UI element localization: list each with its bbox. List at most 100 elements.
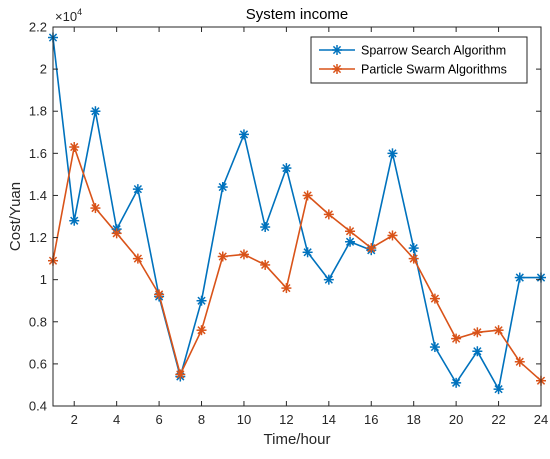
- data-point: [238, 129, 249, 140]
- data-point-stroke: [515, 273, 524, 282]
- y-tick-label: 1.6: [29, 146, 47, 161]
- x-tick-label: 18: [406, 412, 420, 427]
- data-point: [472, 346, 483, 357]
- y-tick-label: 0.4: [29, 399, 47, 414]
- data-point: [260, 222, 271, 233]
- x-tick-label: 24: [534, 412, 548, 427]
- y-axis-label: Cost/Yuan: [7, 182, 24, 251]
- data-point-stroke: [409, 243, 418, 253]
- y-tick-label: 1: [40, 272, 47, 287]
- data-point-stroke: [367, 243, 376, 253]
- data-point-stroke: [133, 184, 142, 194]
- series-layer: [48, 32, 546, 395]
- data-point-stroke: [70, 216, 79, 225]
- plot-border: [52, 26, 542, 407]
- data-point-stroke: [345, 227, 355, 236]
- x-tick-label: 12: [279, 412, 293, 427]
- y-exponent-label: ×104: [55, 7, 82, 24]
- data-point: [387, 148, 398, 159]
- y-tick-label: 1.8: [29, 104, 47, 119]
- series-markers: [48, 32, 546, 395]
- x-tick-label: 2: [71, 412, 78, 427]
- data-point: [493, 384, 504, 395]
- data-point: [90, 106, 101, 117]
- data-point: [260, 259, 271, 270]
- data-point-stroke: [70, 142, 79, 152]
- data-point-stroke: [452, 334, 461, 343]
- x-tick-label: 6: [155, 412, 162, 427]
- x-tick-label: 10: [237, 412, 251, 427]
- data-point-stroke: [112, 229, 121, 238]
- data-point-stroke: [473, 347, 482, 356]
- data-point-stroke: [197, 296, 206, 305]
- data-point-stroke: [388, 149, 397, 158]
- data-point: [154, 289, 165, 300]
- data-point-stroke: [154, 290, 164, 299]
- data-point: [408, 253, 419, 264]
- data-point-stroke: [239, 250, 249, 259]
- data-point: [323, 209, 334, 220]
- data-point: [238, 249, 249, 260]
- series-markers: [48, 142, 546, 386]
- data-point: [345, 226, 356, 237]
- data-point-stroke: [332, 64, 342, 74]
- data-point-stroke: [261, 222, 270, 232]
- data-point-stroke: [452, 378, 461, 387]
- data-point-stroke: [303, 191, 312, 200]
- data-point-stroke: [430, 342, 440, 352]
- data-point: [472, 327, 483, 338]
- data-point-stroke: [282, 163, 291, 173]
- x-tick-label: 22: [491, 412, 505, 427]
- chart-title: System income: [246, 6, 349, 23]
- x-tick-label: 8: [198, 412, 205, 427]
- data-point: [217, 251, 228, 262]
- x-tick-label: 20: [449, 412, 463, 427]
- x-tick-label: 4: [113, 412, 120, 427]
- data-point: [196, 325, 207, 336]
- data-point: [175, 369, 186, 380]
- data-point: [408, 243, 419, 254]
- data-point-stroke: [91, 107, 100, 116]
- data-point: [217, 182, 228, 193]
- data-point: [323, 274, 334, 285]
- data-point: [332, 45, 342, 55]
- legend-label: Sparrow Search Algorithm: [361, 44, 506, 58]
- data-point: [451, 333, 462, 344]
- y-tick-label: 2.2: [29, 20, 47, 35]
- x-tick-label: 16: [364, 412, 378, 427]
- data-point-stroke: [409, 254, 418, 263]
- ticks-layer: 2 4 6 8 10 12 14 16 18 20 22 240.40.60.811.21.41.61…: [29, 20, 548, 428]
- y-tick-label: 1.2: [29, 230, 47, 245]
- data-point-stroke: [430, 294, 440, 303]
- data-point-stroke: [282, 283, 291, 293]
- legend-entry: Sparrow Search Algorithm: [319, 44, 506, 58]
- data-point-stroke: [303, 248, 312, 257]
- data-point: [281, 283, 292, 294]
- data-point-stroke: [473, 328, 482, 337]
- data-point-stroke: [176, 370, 185, 379]
- data-point: [196, 295, 207, 306]
- data-point: [111, 228, 122, 239]
- data-point: [302, 247, 313, 258]
- data-point: [429, 342, 440, 353]
- x-axis-label: Time/hour: [264, 431, 331, 448]
- data-point-stroke: [91, 203, 100, 213]
- data-point-stroke: [515, 357, 524, 366]
- y-tick-label: 2: [40, 62, 47, 77]
- data-point-stroke: [133, 254, 142, 263]
- data-point-stroke: [261, 260, 270, 270]
- x-tick-label: 14: [322, 412, 336, 427]
- data-point: [451, 377, 462, 388]
- data-point: [302, 190, 313, 201]
- y-exponent-base: ×10: [55, 9, 77, 24]
- data-point: [429, 293, 440, 304]
- data-point: [132, 253, 143, 264]
- data-point: [90, 203, 101, 214]
- data-point-stroke: [388, 231, 397, 240]
- data-point-stroke: [494, 385, 503, 394]
- data-point-stroke: [345, 237, 355, 246]
- data-point-stroke: [218, 182, 227, 192]
- data-point-stroke: [494, 326, 503, 335]
- data-point: [493, 325, 504, 336]
